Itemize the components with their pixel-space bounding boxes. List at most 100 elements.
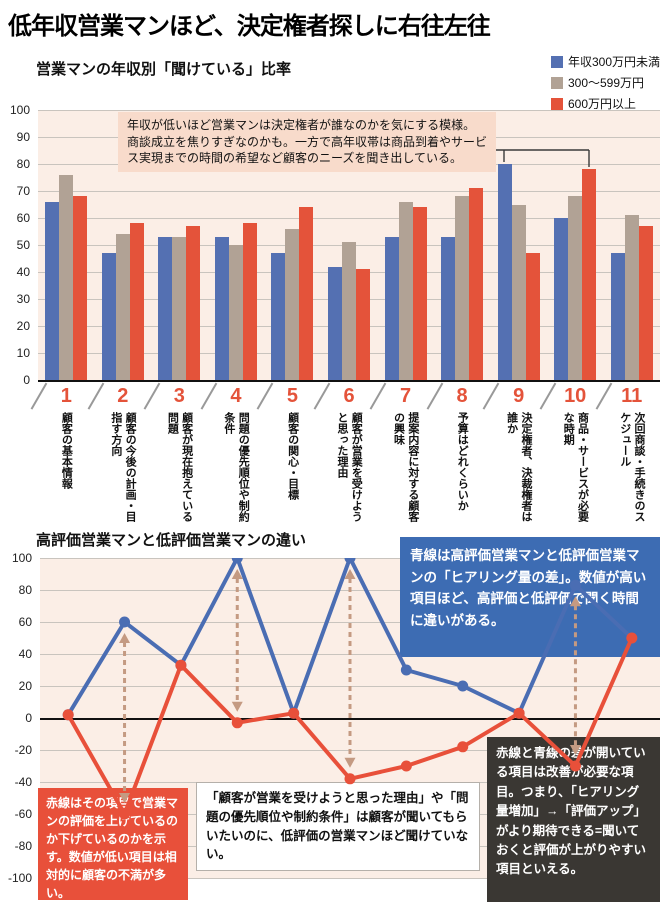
- category-number: 5: [264, 385, 321, 408]
- legend-label: 600万円以上: [567, 97, 636, 111]
- bar: [299, 207, 314, 380]
- bar: [59, 174, 74, 380]
- bar: [45, 201, 60, 380]
- category-label-text: 顧客が現在抱えている問題: [166, 412, 193, 522]
- bar: [582, 169, 597, 380]
- category-label-text: 商品・サービスが必要な時期: [562, 412, 589, 522]
- bar-group: [151, 110, 208, 380]
- y-tick-label: -40: [14, 775, 32, 789]
- legend-swatch: [550, 76, 563, 89]
- bar-category-labels: 顧客の基本情報 顧客の今後の計画・目指す方向 顧客が現在抱えている問題 問題の優先順位…: [38, 412, 660, 530]
- bar: [441, 236, 456, 380]
- y-tick-label: 90: [16, 130, 30, 144]
- category-label-text: 問題の優先順位や制約条件: [222, 412, 250, 522]
- y-tick-label: 100: [11, 551, 32, 565]
- gridline: [38, 380, 660, 382]
- category-label-text: 提案内容に対する顧客の興味: [392, 412, 419, 522]
- category-number: 1: [38, 385, 95, 408]
- category-number: 7: [377, 385, 434, 408]
- y-tick-label: -80: [14, 839, 32, 853]
- category-number: 6: [321, 385, 378, 408]
- bar-chart-legend: 年収300万円未満 300〜599万円 600万円以上: [550, 53, 660, 112]
- bar-groups: [38, 110, 660, 380]
- y-tick-label: 40: [18, 647, 32, 661]
- gridline: [38, 218, 660, 219]
- y-tick-label: 10: [16, 346, 30, 360]
- bar: [469, 188, 484, 380]
- y-tick-label: -100: [7, 871, 32, 885]
- bar-group: [490, 110, 547, 380]
- bar: [285, 228, 300, 380]
- bar-chart-title: 営業マンの年収別「聞けている」比率: [36, 61, 292, 78]
- gridline: [38, 110, 660, 111]
- gridline: [40, 878, 660, 879]
- gridline: [40, 718, 660, 720]
- gridline: [40, 686, 660, 687]
- page-title: 低年収営業マンほど、決定権者探しに右往左往: [8, 13, 491, 40]
- category-label: 顧客の関心・目標: [264, 412, 321, 530]
- bar: [497, 164, 512, 380]
- bar: [398, 201, 413, 380]
- bar-group: [264, 110, 321, 380]
- bar-annotation-box: 年収が低いほど営業マンは決定権者が誰なのかを気にする模様。商談成立を焦りすぎなの…: [118, 112, 496, 172]
- category-label-text: 決定権者、決裁権者は誰か: [505, 412, 532, 522]
- low-rated-annotation: 「顧客が営業を受けようと思った理由」や「問題の優先順位や制約条件」は顧客が聞いて…: [196, 782, 480, 871]
- legend-swatch: [550, 55, 563, 68]
- bar: [638, 226, 653, 380]
- bar: [129, 223, 144, 380]
- category-label: 顧客の今後の計画・目指す方向: [95, 412, 152, 530]
- category-label: 次回商談・手続きのスケジュール: [603, 412, 660, 530]
- line-y-axis: 100 80 60 40 20 0 -20 -40 -60 -80 -100: [0, 551, 34, 885]
- bar-y-axis: 100 90 80 70 60 50 40 30 20 10 0: [0, 103, 32, 387]
- y-tick-label: 60: [16, 211, 30, 225]
- bar: [412, 207, 427, 380]
- category-label: 顧客の基本情報: [38, 412, 95, 530]
- bar: [624, 215, 639, 380]
- category-number: 10: [547, 385, 604, 408]
- category-label: 商品・サービスが必要な時期: [547, 412, 604, 530]
- category-label-text: 次回商談・手続きのスケジュール: [618, 412, 646, 522]
- bar: [228, 245, 243, 380]
- y-tick-label: -60: [14, 807, 32, 821]
- category-label-text: 顧客の基本情報: [60, 412, 73, 489]
- blue-line-annotation: 青線は高評価営業マンと低評価営業マンの「ヒアリング量の差」。数値が高い項目ほど、…: [400, 537, 660, 657]
- y-tick-label: 70: [16, 184, 30, 198]
- bar: [172, 236, 187, 380]
- bar: [101, 253, 116, 380]
- category-number: 8: [434, 385, 491, 408]
- bar: [73, 196, 88, 380]
- y-tick-label: 60: [18, 615, 32, 629]
- y-tick-label: 80: [16, 157, 30, 171]
- category-number: 9: [490, 385, 547, 408]
- category-label: 顧客が現在抱えている問題: [151, 412, 208, 530]
- legend-item: 300〜599万円: [550, 74, 660, 91]
- bar: [342, 242, 356, 380]
- bar-group: [377, 110, 434, 380]
- bar: [511, 204, 526, 380]
- bar-category-numbers: 1 2 3 4 5 6 7 8 9 10 11: [38, 385, 660, 408]
- bar: [214, 236, 229, 380]
- category-label: 提案内容に対する顧客の興味: [377, 412, 434, 530]
- legend-swatch: [550, 97, 563, 110]
- bar: [242, 223, 257, 380]
- y-tick-label: 40: [16, 265, 30, 279]
- category-number: 11: [603, 385, 660, 408]
- category-number: 3: [151, 385, 208, 408]
- bar: [356, 269, 370, 380]
- y-tick-label: 30: [16, 292, 30, 306]
- legend-label: 300〜599万円: [567, 76, 645, 90]
- bar: [328, 266, 342, 380]
- bar: [525, 253, 540, 380]
- improvement-annotation: 赤線と青線の差が開いている項目は改善が必要な項目。つまり、「ヒアリング量増加」→…: [487, 737, 660, 902]
- y-tick-label: 20: [16, 319, 30, 333]
- category-label-text: 顧客の今後の計画・目指す方向: [109, 412, 137, 522]
- category-label-text: 顧客が営業を受けようと思った理由: [336, 412, 363, 522]
- bar: [384, 236, 399, 380]
- category-label-text: 予算はどれくらいか: [456, 412, 469, 511]
- bar-group: [38, 110, 95, 380]
- y-tick-label: 20: [18, 679, 32, 693]
- category-label: 顧客が営業を受けようと思った理由: [321, 412, 378, 530]
- category-label: 決定権者、決裁権者は誰か: [490, 412, 547, 530]
- bar: [554, 218, 569, 380]
